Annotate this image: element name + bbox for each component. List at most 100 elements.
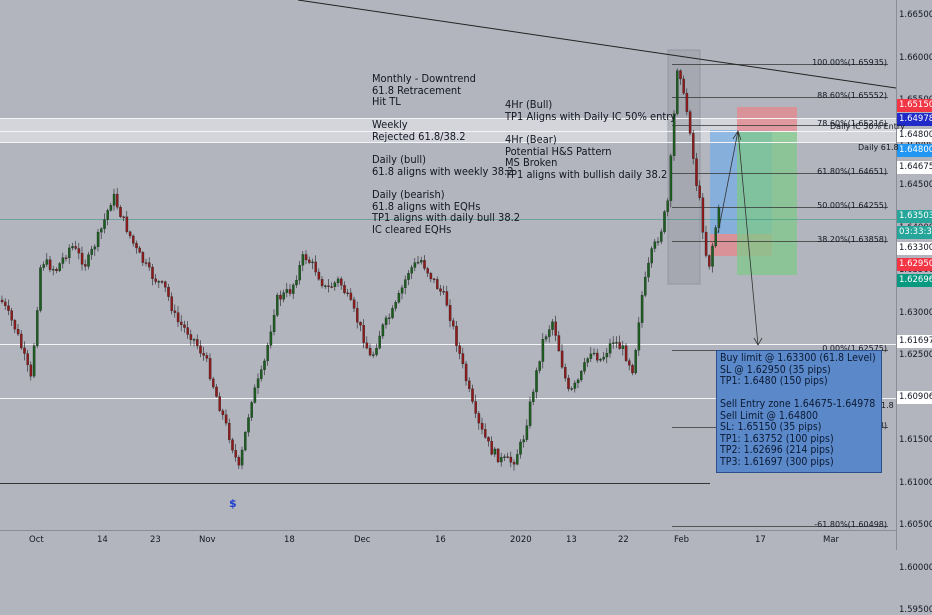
annotation-4hr-bull: 4Hr (Bull) TP1 Aligns with Daily IC 50% e… — [505, 99, 676, 122]
candle-body — [80, 252, 84, 265]
candle-body — [215, 386, 218, 397]
candle-body — [279, 294, 282, 300]
time-tick-label: 16 — [435, 535, 446, 545]
candle-body — [368, 347, 372, 356]
trade-plan-line: TP2: 1.62696 (214 pips) — [720, 444, 834, 456]
trade-plan-line: Sell Limit @ 1.64800 — [720, 409, 818, 422]
time-tick-label: Feb — [674, 535, 690, 545]
price-tag: 03:33:32 — [897, 226, 932, 239]
fib-level-label: 78.60%(1.65216) — [817, 119, 887, 129]
trade-plan-line: TP3: 1.61697 (300 pips) — [720, 455, 834, 468]
candle-body — [164, 281, 167, 288]
candle-body — [535, 370, 538, 393]
candle-body — [612, 342, 615, 344]
candle-body — [685, 93, 689, 112]
candle-body — [324, 285, 327, 287]
candle-body — [106, 210, 109, 220]
trade-plan-line: SL: 1.65150 (35 pips) — [720, 421, 822, 433]
candle-body — [621, 345, 625, 349]
candle-body — [359, 322, 362, 326]
candle-body — [650, 248, 653, 264]
candle-body — [567, 377, 570, 390]
candle-body — [343, 285, 346, 294]
candle-body — [84, 264, 87, 267]
candle-body — [189, 334, 193, 340]
dividend-marker[interactable]: $ — [229, 497, 237, 510]
candle-body — [20, 333, 23, 349]
candle-body — [224, 414, 228, 424]
candle-body — [295, 279, 298, 286]
price-tag: 1.63503 — [897, 210, 932, 223]
price-tag: 1.60906 — [897, 391, 932, 404]
candle-body — [538, 361, 541, 371]
annotation-monthly: Monthly - Downtrend 61.8 Retracement Hit T… — [372, 73, 476, 108]
fib-level-label: 38.20%(1.63858) — [817, 234, 887, 244]
candle-body — [128, 231, 132, 237]
fib-level-label: 0.00%(1.62575) — [822, 343, 887, 353]
candle-body — [112, 193, 116, 206]
candle-body — [135, 243, 138, 249]
candle-body — [583, 362, 586, 372]
candle-body — [618, 342, 621, 349]
price-chart[interactable] — [0, 0, 932, 550]
candle-body — [333, 282, 337, 287]
candle-body — [119, 206, 122, 217]
candle-body — [436, 279, 439, 289]
annotation-daily-bear: Daily (bearish) 61.8 aligns with EQHs TP1 … — [372, 189, 520, 235]
candle-body — [301, 254, 305, 266]
price-tick-label: 1.61000 — [899, 477, 932, 488]
candle-body — [250, 402, 253, 418]
candle-body — [167, 287, 170, 297]
candle-body — [212, 378, 215, 388]
candle-body — [68, 247, 71, 259]
candle-body — [548, 329, 551, 337]
candle-body — [631, 365, 634, 374]
annotation-line: 61.8 aligns with EQHs — [372, 199, 481, 213]
candle-body — [317, 271, 321, 280]
candle-body — [192, 339, 196, 341]
candle-body — [544, 336, 548, 340]
candle-body — [346, 292, 349, 295]
candle-body — [256, 378, 260, 388]
candle-body — [311, 261, 314, 264]
candle-body — [196, 339, 199, 347]
candle-body — [416, 261, 420, 264]
candle-body — [320, 279, 324, 287]
candle-body — [247, 417, 250, 433]
candle-body — [29, 364, 33, 377]
candle-body — [461, 353, 465, 365]
candle-body — [218, 396, 221, 411]
candle-body — [532, 391, 535, 402]
candle-body — [656, 241, 660, 243]
candle-body — [496, 448, 500, 463]
candle-body — [234, 450, 237, 458]
candle-body — [570, 388, 573, 390]
monthly-trendline — [297, 0, 897, 89]
trade-plan-line: Sell Entry zone 1.64675-1.64978 — [720, 398, 876, 410]
annotation-line: IC cleared EQHs — [372, 222, 452, 236]
candle-body — [660, 231, 663, 242]
candle-body — [100, 228, 103, 233]
candle-body — [695, 158, 698, 186]
annotation-daily-bull: Daily (bull) 61.8 aligns with weekly 38.2 — [372, 154, 514, 177]
trade-plan-box[interactable]: Buy limit @ 1.63300 (61.8 Level) SL @ 1.6… — [716, 350, 882, 473]
candle-body — [692, 133, 695, 159]
annotation-line: TP1 aligns with bullish daily 38.2 — [505, 167, 668, 181]
candle-body — [157, 281, 161, 283]
annotation-line: Daily (bull) — [372, 153, 426, 166]
candle-body — [592, 352, 596, 355]
candle-body — [404, 279, 407, 288]
price-tag: 1.64800 — [897, 144, 932, 157]
candle-body — [170, 296, 173, 312]
price-tick-label: 1.65000 — [899, 137, 932, 148]
candle-body — [314, 261, 317, 273]
candlestick-series — [0, 68, 721, 471]
candle-body — [397, 293, 401, 303]
candle-body — [596, 352, 599, 361]
time-tick-label: 2020 — [510, 535, 532, 545]
fib-level-label: 88.60%(1.65552) — [817, 90, 887, 100]
annotation-line: TP1 aligns with daily bull 38.2 — [372, 211, 521, 224]
annotation-line: 61.8 Retracement — [372, 83, 462, 97]
candle-body — [90, 248, 93, 255]
candle-body — [180, 321, 183, 325]
